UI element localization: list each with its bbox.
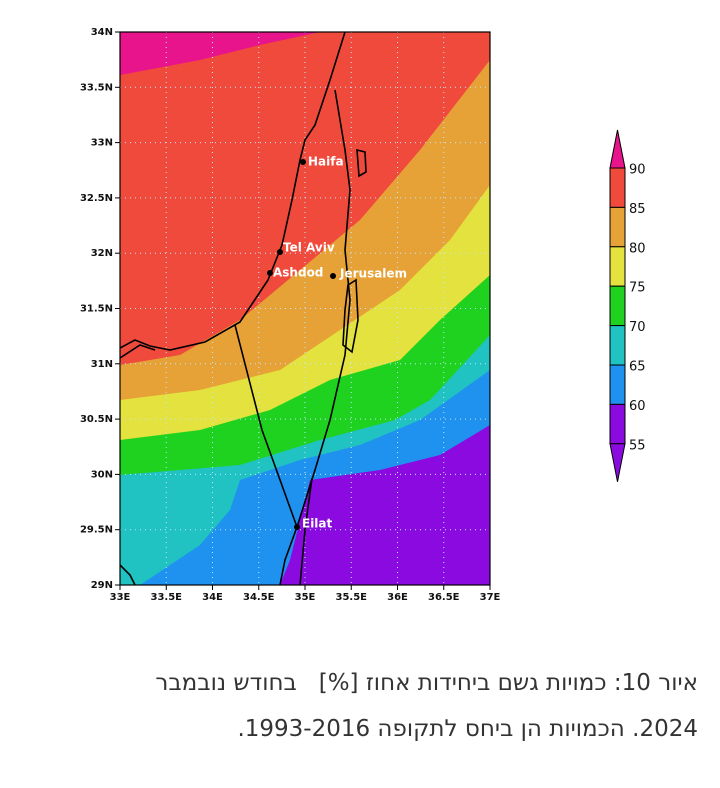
lat-tick-label: 31.5N [80,304,113,315]
colorbar-bin [609,285,626,327]
dead-sea [342,278,359,354]
map: 90 85 80 75 70 65 60 55 34N 33.5N 33N 32.5N 32N 31.5… [80,27,646,603]
colorbar-cap [609,129,626,169]
lat-tick-label: 32N [91,248,113,259]
colorbar-label: 75 [629,281,646,296]
colorbar-bin [609,403,626,445]
city-dot [277,249,283,255]
colorbar-bin [609,206,626,248]
caption-line: 2024. הכמויות הן ביחס לתקופה 1993-2016. [237,716,698,742]
lon-tick-label: 34.5E [243,592,275,603]
colorbar-bin [609,167,626,208]
lat-tick-label: 31N [91,359,113,370]
city-label: Eilat [302,517,333,531]
lat-tick-label: 29N [91,580,113,591]
lon-tick-label: 33.5E [150,592,182,603]
city-dot [300,159,306,165]
magenta-band [120,32,320,75]
city-dot [294,524,300,530]
coast [299,477,313,586]
red-band [120,32,490,365]
city-label: Jerusalem [339,267,407,281]
colorbar-label: 70 [629,320,646,335]
city-label: Tel Aviv [283,241,335,255]
colorbar-bin [609,364,626,405]
lat-tick-label: 30N [91,469,113,480]
colorbar-label: 80 [629,241,646,256]
city-label: Haifa [308,155,344,169]
lon-tick-label: 37E [480,592,501,603]
lon-tick-label: 35E [295,592,316,603]
lat-tick-label: 33N [91,138,113,149]
colorbar-label: 65 [629,360,646,375]
lon-tick-label: 33E [110,592,131,603]
colorbar-bin [609,325,626,366]
lat-tick-label: 32.5N [80,193,113,204]
kinneret [356,148,367,178]
coastlines [119,31,367,586]
lon-tick-label: 35.5E [335,592,367,603]
colorbar-label: 55 [629,438,646,453]
coast [119,344,156,359]
lon-tick-label: 36E [387,592,408,603]
city-label: Ashdod [273,266,323,280]
colorbar-label: 60 [629,399,646,414]
border [296,89,351,528]
border [234,324,298,528]
city-dot [330,273,336,279]
caption-line: איור 10: כמויות גשם ביחידות אחוז [%] בחו… [155,670,698,696]
lat-tick-label: 29.5N [80,525,113,536]
coast [119,31,346,351]
colorbar-bin [609,246,626,287]
colorbar-cap [609,443,626,482]
lon-tick-label: 36.5E [428,592,460,603]
colorbar-label: 85 [629,202,646,217]
colorbar: 90 85 80 75 70 65 60 55 [609,129,646,482]
city-dot [267,270,273,276]
colorbar-label: 90 [629,163,646,178]
lat-tick-label: 30.5N [80,414,113,425]
coast [119,564,136,586]
lat-tick-label: 33.5N [80,82,113,93]
lat-tick-label: 34N [91,27,113,38]
lon-tick-label: 34E [202,592,223,603]
coast [279,526,298,586]
